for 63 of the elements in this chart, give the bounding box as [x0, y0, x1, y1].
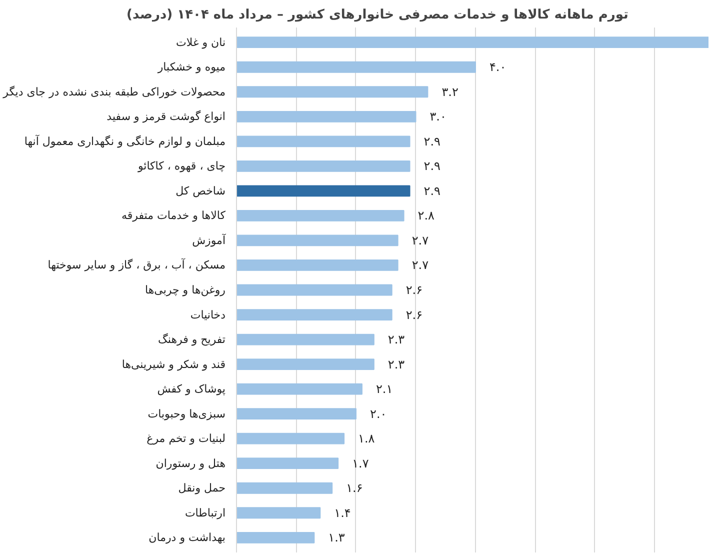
data-label: ۱.۶	[346, 481, 363, 496]
y-tick-label: مبلمان و لوازم خانگی و نگهداری معمول آنها	[24, 134, 226, 148]
y-tick-label: پوشاک و کفش	[157, 382, 226, 396]
bar	[236, 284, 392, 296]
y-tick-label: بهداشت و درمان	[148, 531, 226, 544]
y-tick-label: لبنیات و تخم مرغ	[146, 432, 226, 446]
y-tick-label: شاخص کل	[176, 184, 226, 198]
y-tick-label: روغن‌ها و چربی‌ها	[145, 284, 226, 296]
data-label: ۲.۱	[376, 382, 393, 396]
bar	[236, 136, 410, 148]
data-label: ۱.۴	[334, 506, 351, 520]
y-tick-label: سبزی‌ها وحبوبات	[148, 407, 226, 420]
bar	[236, 210, 404, 222]
bar	[236, 185, 410, 197]
bar	[236, 532, 315, 544]
bar	[236, 36, 708, 48]
y-tick-label: مسکن ، آب ، برق ، گاز و سایر سوختها	[48, 258, 226, 272]
data-label: ۲.۶	[406, 308, 423, 322]
y-tick-label: کالاها و خدمات متفرقه	[122, 209, 226, 222]
data-label: ۱.۳	[328, 530, 346, 545]
data-label: ۲.۹	[424, 159, 440, 174]
y-tick-label: ارتباطات	[184, 506, 226, 520]
bar	[236, 432, 345, 444]
bar	[236, 482, 333, 494]
data-label: ۲.۹	[424, 134, 440, 148]
bar	[236, 86, 428, 98]
data-label: ۴.۰	[489, 60, 506, 74]
y-tick-label: میوه و خشکبار	[156, 60, 226, 74]
y-tick-label: چای ، قهوه ، کاکائو	[136, 160, 226, 173]
bar	[236, 260, 398, 271]
bar	[236, 507, 321, 519]
chart-title: تورم ماهانه کالاها و خدمات مصرفی خانوارهای کشور – مرداد ماه ۱۴۰۴ (درصد)	[126, 8, 628, 22]
data-label: ۲.۰	[370, 406, 387, 421]
bar	[236, 383, 362, 395]
bar	[236, 408, 356, 420]
bar	[236, 458, 339, 470]
data-label: ۲.۷	[412, 258, 430, 272]
bar	[236, 234, 398, 246]
y-tick-label: حمل ونقل	[178, 482, 226, 495]
data-label: ۲.۶	[406, 283, 423, 297]
y-tick-label: انواع گوشت قرمز و سفید	[106, 110, 226, 124]
data-label: ۲.۸	[418, 208, 436, 223]
data-label: ۲.۳	[388, 332, 406, 347]
data-label: ۳.۲	[442, 84, 458, 99]
bar	[236, 334, 374, 346]
y-tick-label: نان و غلات	[176, 36, 226, 49]
bar	[236, 160, 410, 172]
y-tick-label: آموزش	[192, 232, 226, 247]
data-label: ۲.۹	[424, 184, 440, 198]
data-label: ۲.۷	[412, 233, 430, 248]
bar	[236, 61, 476, 73]
y-tick-label: هتل و رستوران	[156, 456, 226, 470]
y-tick-label: تفریح و فرهنگ	[158, 333, 226, 346]
data-label: ۱.۷	[352, 456, 370, 470]
bar	[236, 110, 416, 122]
bar	[236, 358, 374, 370]
bar	[236, 309, 392, 320]
y-tick-label: محصولات خوراکی طبقه بندی نشده در جای دیگر	[2, 85, 226, 98]
data-label: ۳.۰	[430, 110, 446, 124]
data-label: ۱.۸	[358, 432, 376, 446]
y-tick-label: قند و شکر و شیرینی‌ها	[122, 358, 226, 371]
y-tick-label: دخانیات	[190, 308, 226, 322]
data-label: ۲.۳	[388, 357, 406, 372]
